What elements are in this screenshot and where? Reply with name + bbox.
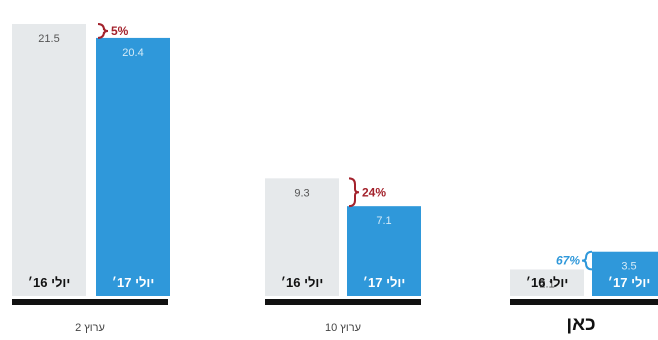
bar-category-label: יולי 17׳: [112, 275, 155, 290]
bar-value-label: 2.1: [539, 278, 554, 290]
bar-value-label: 7.1: [376, 215, 391, 227]
group-baseline: [12, 299, 168, 305]
bar-july-2016: [12, 24, 86, 296]
bar-july-2017: [592, 251, 658, 296]
bar-july-2016: [510, 269, 584, 296]
bar-category-label: יולי 16׳: [526, 275, 569, 290]
channel-name-label: ערוץ 10: [325, 322, 361, 334]
bar-july-2017: [347, 206, 421, 296]
bar-group: 9.3 יולי 16׳ 7.1 יולי 17׳ ערוץ 10 24%: [265, 177, 421, 334]
bar-value-label: 20.4: [122, 47, 143, 59]
bar-category-label: יולי 16׳: [281, 275, 324, 290]
bar-category-label: יולי 17׳: [363, 275, 406, 290]
bar-value-label: 3.5: [621, 261, 636, 273]
change-bracket: [581, 250, 593, 271]
channel-name-label: ערוץ 2: [75, 322, 105, 334]
channel-name-label: כאן: [566, 314, 595, 335]
change-percent-label: 24%: [362, 185, 386, 199]
bar-value-label: 9.3: [294, 187, 309, 199]
change-bracket: [97, 23, 109, 39]
bar-category-label: יולי 16׳: [28, 275, 71, 290]
bar-category-label: יולי 17׳: [608, 275, 651, 290]
change-percent-label: 67%: [556, 254, 580, 268]
change-bracket: [348, 177, 360, 208]
bar-july-2016: [265, 178, 339, 296]
group-baseline: [510, 299, 658, 305]
bar-value-label: 21.5: [38, 33, 59, 45]
group-baseline: [265, 299, 421, 305]
change-percent-label: 5%: [111, 24, 129, 38]
bar-group: 21.5 יולי 16׳ 20.4 יולי 17׳ ערוץ 2 5%: [12, 23, 170, 334]
bar-july-2017: [96, 37, 170, 296]
